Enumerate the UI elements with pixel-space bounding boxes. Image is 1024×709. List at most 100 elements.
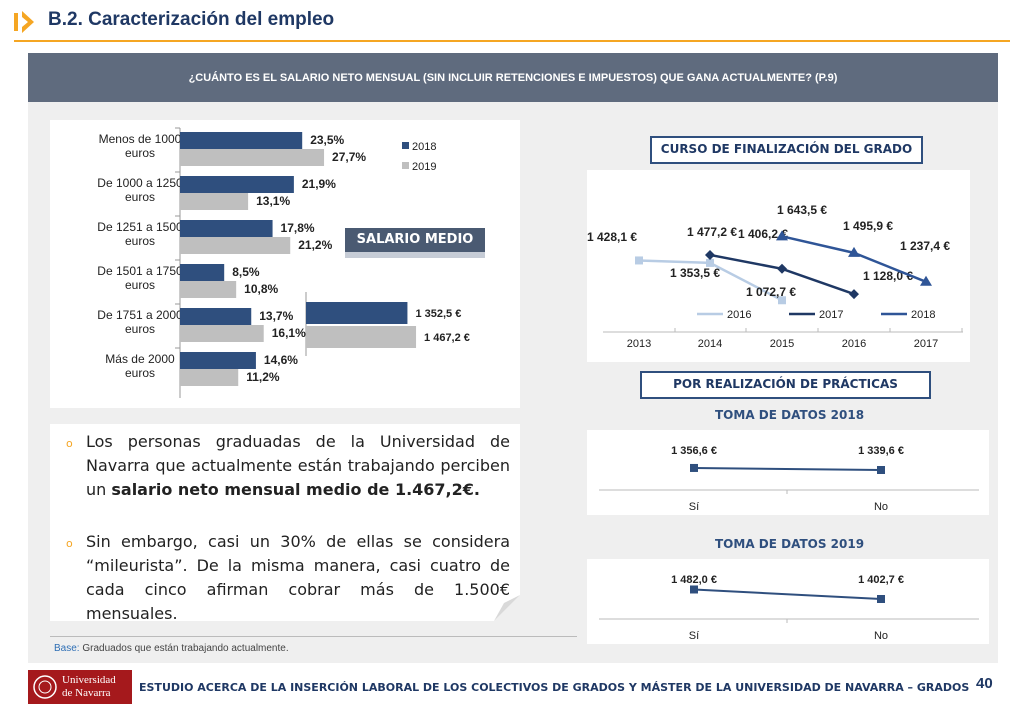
series-line bbox=[693, 588, 882, 600]
data-label: 1 482,0 € bbox=[671, 574, 717, 586]
legend-label: 2017 bbox=[819, 309, 843, 321]
salario-medio-label: SALARIO MEDIO bbox=[345, 228, 485, 258]
data-label: 1 406,2 € bbox=[738, 227, 788, 241]
data-label: 14,6% bbox=[264, 353, 298, 367]
data-label: 23,5% bbox=[310, 133, 344, 147]
category-label: Más de 2000 bbox=[105, 352, 175, 366]
bar-2019 bbox=[180, 193, 249, 210]
question-bar: ¿CUÁNTO ES EL SALARIO NETO MENSUAL (SIN … bbox=[28, 53, 998, 102]
bar-2019 bbox=[180, 369, 239, 386]
data-label: 1 495,9 € bbox=[843, 219, 893, 233]
toma-2019-chart: 1 482,0 € Sí 1 402,7 € No bbox=[599, 574, 979, 642]
x-tick-label: No bbox=[874, 501, 888, 513]
curso-chart-panel: 2013 2014 2015 2016 2017 1 428,1 €1 406,2 €1 … bbox=[587, 170, 970, 362]
base-note: Base: Graduados que están trabajando act… bbox=[54, 643, 289, 654]
data-label: 27,7% bbox=[332, 150, 366, 164]
practicas-box-title: POR REALIZACIÓN DE PRÁCTICAS bbox=[640, 371, 931, 399]
point-2017 bbox=[705, 249, 715, 260]
category-label: De 1751 a 2000 bbox=[97, 308, 183, 322]
curso-box-title: CURSO DE FINALIZACIÓN DEL GRADO bbox=[650, 136, 923, 164]
data-label: 1 402,7 € bbox=[858, 574, 904, 586]
point-2018 bbox=[848, 246, 860, 257]
bullet-dot-icon: o bbox=[66, 537, 73, 550]
salario-label: 1 352,5 € bbox=[415, 308, 461, 320]
legend-label: 2018 bbox=[412, 141, 436, 153]
data-point bbox=[690, 463, 698, 472]
bar-2018 bbox=[180, 132, 303, 149]
point-2016 bbox=[778, 296, 786, 305]
legend-swatch bbox=[402, 142, 409, 149]
salario-bar-2018 bbox=[306, 302, 408, 324]
legend-label: 2018 bbox=[911, 309, 935, 321]
page-title: B.2. Caracterización del empleo bbox=[48, 9, 335, 30]
data-label: 16,1% bbox=[272, 326, 306, 340]
chevron-logo-icon bbox=[14, 11, 34, 33]
data-label: 1 643,5 € bbox=[777, 203, 827, 217]
bar-2018 bbox=[180, 308, 252, 325]
toma-2018-chart: 1 356,6 € Sí 1 339,6 € No bbox=[599, 445, 979, 513]
bullet-1-highlight: salario neto mensual medio de 1.467,2€. bbox=[111, 480, 480, 499]
data-label: 1 353,5 € bbox=[670, 266, 720, 280]
bar-2018 bbox=[180, 264, 225, 281]
logo-text: Universidad de Navarra bbox=[62, 674, 116, 699]
toma-2018-chart-panel: 1 356,6 € Sí 1 339,6 € No bbox=[587, 430, 989, 515]
category-label: euros bbox=[125, 278, 155, 292]
series-line bbox=[693, 466, 882, 471]
data-label: 21,2% bbox=[298, 238, 332, 252]
summary-panel: o Los personas graduadas de la Universid… bbox=[50, 424, 520, 623]
bar-2018 bbox=[180, 220, 273, 237]
bar-2019 bbox=[180, 281, 237, 298]
data-label: 13,7% bbox=[259, 309, 293, 323]
category-label: euros bbox=[125, 234, 155, 248]
data-label: 1 339,6 € bbox=[858, 445, 904, 457]
bar-2018 bbox=[180, 352, 256, 369]
toma-2018-title: TOMA DE DATOS 2018 bbox=[715, 408, 865, 422]
salario-label: 1 467,2 € bbox=[424, 332, 470, 344]
category-label: De 1000 a 1250 bbox=[97, 176, 183, 190]
data-label: 8,5% bbox=[232, 265, 260, 279]
legend-swatch bbox=[402, 162, 409, 169]
bullet-1: o Los personas graduadas de la Universid… bbox=[66, 432, 510, 499]
x-tick-label: No bbox=[874, 630, 888, 642]
page-number: 40 bbox=[976, 675, 993, 692]
x-tick-label: 2017 bbox=[914, 338, 938, 350]
footer-text: ESTUDIO ACERCA DE LA INSERCIÓN LABORAL D… bbox=[139, 681, 970, 694]
point-2016 bbox=[635, 256, 643, 265]
salary-range-chart-panel: Menos de 1000 euros 23,5% 27,7% De 1000 a 12… bbox=[50, 120, 520, 408]
data-label: 13,1% bbox=[256, 194, 290, 208]
legend-label: 2016 bbox=[727, 309, 751, 321]
data-label: 10,8% bbox=[244, 282, 278, 296]
point-2018 bbox=[920, 275, 932, 286]
x-tick-label: 2014 bbox=[698, 338, 722, 350]
bar-2019 bbox=[180, 325, 264, 342]
bar-2018 bbox=[180, 176, 294, 193]
toma-2019-title: TOMA DE DATOS 2019 bbox=[715, 537, 865, 551]
x-tick-label: 2016 bbox=[842, 338, 866, 350]
data-label: 1 072,7 € bbox=[746, 285, 796, 299]
salario-bar-2019 bbox=[306, 326, 417, 348]
data-label: 1 237,4 € bbox=[900, 239, 950, 253]
header-divider bbox=[14, 40, 1010, 42]
data-label: 17,8% bbox=[281, 221, 315, 235]
point-2016 bbox=[706, 258, 714, 267]
category-label: De 1251 a 1500 bbox=[97, 220, 183, 234]
page-curl-icon bbox=[494, 595, 520, 621]
base-divider bbox=[50, 636, 577, 637]
x-tick-label: 2015 bbox=[770, 338, 794, 350]
university-seal-icon bbox=[33, 675, 57, 699]
category-label: euros bbox=[125, 190, 155, 204]
data-label: 1 428,1 € bbox=[587, 230, 637, 244]
x-tick-label: Sí bbox=[689, 501, 699, 513]
x-tick-label: 2013 bbox=[627, 338, 651, 350]
data-label: 11,2% bbox=[246, 370, 280, 384]
category-label: euros bbox=[125, 322, 155, 336]
data-point bbox=[877, 595, 885, 603]
bullet-2: o Sin embargo, casi un 30% de ellas se c… bbox=[66, 532, 510, 623]
bar-2019 bbox=[180, 237, 291, 254]
point-2017 bbox=[777, 263, 787, 274]
category-label: euros bbox=[125, 366, 155, 380]
data-label: 1 477,2 € bbox=[687, 225, 737, 239]
